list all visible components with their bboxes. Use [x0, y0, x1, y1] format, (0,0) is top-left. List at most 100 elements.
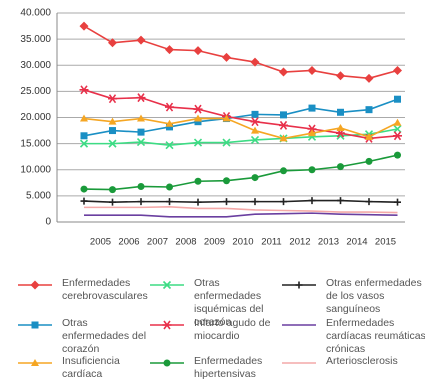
- marker: [165, 119, 174, 127]
- marker: [162, 320, 172, 330]
- marker: [137, 198, 145, 206]
- marker: [166, 123, 173, 131]
- y-tick-label: 0: [45, 217, 51, 228]
- legend-label: Otras enfermedades isquémicas del corazó…: [194, 277, 264, 328]
- y-tick-label: 40.000: [20, 8, 51, 19]
- x-tick-label: 2007: [147, 237, 168, 248]
- marker: [365, 106, 373, 114]
- marker: [307, 65, 317, 75]
- marker: [166, 183, 173, 191]
- marker: [251, 198, 259, 206]
- marker: [251, 126, 259, 134]
- marker: [393, 131, 402, 141]
- marker: [80, 185, 88, 193]
- marker: [222, 114, 231, 122]
- series: [80, 95, 401, 140]
- marker: [365, 157, 373, 165]
- line: [83, 89, 398, 140]
- marker: [307, 124, 317, 134]
- marker: [393, 124, 402, 134]
- marker: [308, 104, 316, 112]
- marker: [165, 45, 174, 55]
- y-tick-label: 5.000: [26, 191, 51, 202]
- legend-label: Otras enfermedades del corazón: [62, 317, 147, 355]
- marker: [280, 111, 287, 119]
- marker: [251, 110, 259, 118]
- legend-label: Otras enfermedades de los vasos sanguíne…: [326, 277, 422, 315]
- marker: [193, 138, 203, 147]
- legend-label: Insuficiencia cardíaca: [62, 355, 120, 380]
- series: [80, 151, 401, 194]
- marker: [80, 114, 88, 122]
- legend-label: Infarto agudo de miocardio: [194, 317, 271, 342]
- x-tick-label: 2005: [90, 237, 111, 248]
- legend-label: Arteriosclerosis: [326, 355, 398, 367]
- series: [79, 124, 402, 150]
- series: [84, 206, 398, 214]
- marker: [394, 151, 401, 159]
- marker: [31, 321, 39, 329]
- marker: [308, 166, 316, 174]
- series: [79, 21, 402, 83]
- marker: [194, 118, 202, 126]
- marker: [222, 138, 231, 147]
- marker: [251, 174, 259, 182]
- marker: [31, 359, 39, 366]
- marker: [193, 104, 203, 114]
- marker: [194, 177, 202, 185]
- marker: [79, 139, 89, 148]
- marker: [165, 102, 174, 112]
- marker: [394, 95, 401, 103]
- marker: [280, 167, 287, 175]
- marker: [80, 197, 88, 205]
- y-tick-label: 15.000: [20, 138, 51, 149]
- line: [84, 212, 398, 218]
- marker: [136, 35, 146, 45]
- y-tick-label: 20.000: [20, 112, 51, 123]
- y-tick-label: 10.000: [20, 164, 51, 175]
- marker: [79, 85, 89, 95]
- marker: [250, 57, 260, 67]
- marker: [250, 117, 260, 127]
- marker: [308, 129, 316, 137]
- marker: [223, 177, 230, 185]
- marker: [30, 280, 40, 290]
- y-tick-label: 35.000: [20, 34, 51, 45]
- marker: [137, 128, 145, 136]
- marker: [194, 198, 202, 206]
- marker: [337, 163, 344, 171]
- marker: [109, 198, 116, 206]
- legend-label: Enfermedades cardíacas reumáticas crónic…: [326, 317, 425, 355]
- marker: [337, 197, 344, 205]
- line: [83, 98, 398, 137]
- x-tick-label: 2014: [346, 237, 367, 248]
- line: [83, 199, 398, 203]
- line: [83, 117, 398, 140]
- marker: [108, 139, 117, 148]
- x-tick-label: 2010: [232, 237, 253, 248]
- marker: [223, 198, 230, 206]
- x-tick-label: 2013: [318, 237, 339, 248]
- marker: [79, 21, 89, 31]
- series: [79, 85, 402, 143]
- marker: [280, 198, 287, 206]
- marker: [166, 198, 173, 206]
- marker: [364, 73, 374, 83]
- legend-label: Enfermedades hipertensivas: [194, 355, 263, 380]
- marker: [109, 127, 116, 135]
- marker: [279, 134, 288, 142]
- marker: [308, 197, 316, 205]
- marker: [337, 108, 344, 116]
- marker: [394, 198, 401, 206]
- y-tick-label: 25.000: [20, 86, 51, 97]
- line: [83, 25, 398, 80]
- series: [84, 212, 398, 218]
- x-tick-label: 2006: [118, 237, 139, 248]
- line: [84, 206, 398, 214]
- x-tick-label: 2011: [261, 237, 281, 248]
- marker: [365, 198, 373, 206]
- marker: [222, 52, 231, 62]
- marker: [336, 123, 345, 131]
- marker: [365, 132, 373, 140]
